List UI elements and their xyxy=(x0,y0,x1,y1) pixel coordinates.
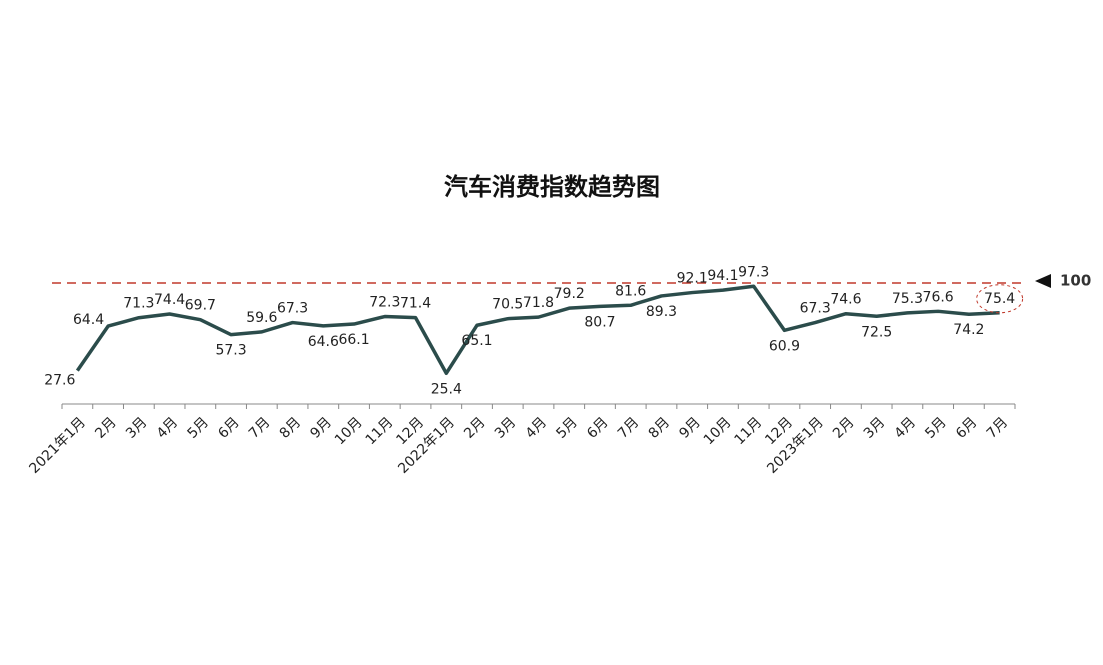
data-label: 67.3 xyxy=(277,301,308,317)
x-tick-label: 7月 xyxy=(984,414,1012,442)
data-label: 74.2 xyxy=(953,322,984,338)
reference-label: 100 xyxy=(1060,272,1091,290)
x-tick-label: 2月 xyxy=(92,414,120,442)
data-label: 72.5 xyxy=(861,324,892,340)
data-label: 79.2 xyxy=(554,286,585,302)
x-tick-label: 3月 xyxy=(861,414,889,442)
data-label: 81.6 xyxy=(615,283,646,299)
data-label: 60.9 xyxy=(769,338,800,354)
data-label: 71.3 xyxy=(123,296,154,312)
x-tick-label: 9月 xyxy=(676,414,704,442)
data-label: 71.4 xyxy=(400,296,431,312)
x-tick-label: 7月 xyxy=(246,414,274,442)
data-label: 72.3 xyxy=(369,295,400,311)
data-label: 69.7 xyxy=(185,298,216,314)
data-label: 64.6 xyxy=(308,334,339,350)
x-tick-label: 2021年1月 xyxy=(26,414,89,477)
x-tick-label: 11月 xyxy=(732,414,766,448)
x-tick-label: 8月 xyxy=(277,414,305,442)
x-tick-label: 8月 xyxy=(646,414,674,442)
x-tick-label: 3月 xyxy=(492,414,520,442)
data-label: 57.3 xyxy=(215,343,246,359)
data-label: 66.1 xyxy=(338,332,369,348)
x-tick-label: 9月 xyxy=(307,414,335,442)
ref-arrow xyxy=(1035,274,1051,288)
data-label: 80.7 xyxy=(584,314,615,330)
x-tick-label: 10月 xyxy=(701,414,735,448)
x-tick-label: 6月 xyxy=(584,414,612,442)
x-tick-label: 4月 xyxy=(523,414,551,442)
x-tick-label: 2月 xyxy=(830,414,858,442)
data-label: 71.8 xyxy=(523,295,554,311)
data-label: 59.6 xyxy=(246,310,277,326)
x-tick-label: 10月 xyxy=(332,414,366,448)
x-tick-label: 5月 xyxy=(184,414,212,442)
data-label: 67.3 xyxy=(800,301,831,317)
data-label: 76.6 xyxy=(923,289,954,305)
x-tick-label: 4月 xyxy=(154,414,182,442)
data-line xyxy=(75,284,1000,376)
x-tick-label: 3月 xyxy=(123,414,151,442)
data-label: 65.1 xyxy=(461,333,492,349)
data-label: 94.1 xyxy=(707,268,738,284)
x-tick-label: 6月 xyxy=(953,414,981,442)
data-label: 70.5 xyxy=(492,297,523,313)
x-tick-label: 5月 xyxy=(553,414,581,442)
data-label: 64.4 xyxy=(73,312,104,328)
data-label: 75.4 xyxy=(984,291,1015,307)
data-label: 89.3 xyxy=(646,304,677,320)
data-label: 27.6 xyxy=(44,373,75,389)
data-label: 97.3 xyxy=(738,264,769,280)
data-label: 75.3 xyxy=(892,291,923,307)
highlight-circle xyxy=(976,284,1024,314)
x-tick-label: 5月 xyxy=(922,414,950,442)
x-tick-label: 6月 xyxy=(215,414,243,442)
data-label: 74.4 xyxy=(154,292,185,308)
x-tick-label: 11月 xyxy=(363,414,397,448)
chart-title: 汽车消费指数趋势图 xyxy=(444,173,660,201)
x-tick-label: 7月 xyxy=(615,414,643,442)
data-label: 92.1 xyxy=(677,271,708,287)
x-tick-label: 2月 xyxy=(461,414,489,442)
x-tick-label: 4月 xyxy=(892,414,920,442)
data-label: 74.6 xyxy=(830,292,861,308)
data-label: 25.4 xyxy=(431,381,462,397)
